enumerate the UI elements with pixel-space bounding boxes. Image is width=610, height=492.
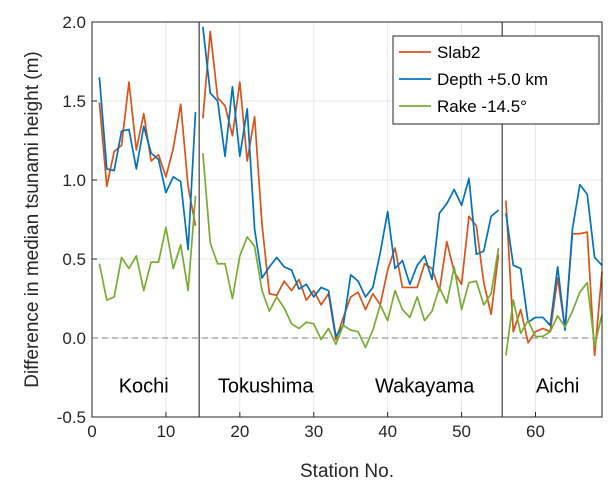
- y-tick-label: 0.5: [62, 250, 86, 269]
- region-label: Kochi: [119, 375, 169, 397]
- region-label: Aichi: [536, 375, 579, 397]
- series-1: [98, 26, 603, 338]
- legend-box: [392, 35, 600, 125]
- series-line: [505, 183, 603, 331]
- x-tick-label: 60: [526, 422, 545, 441]
- x-tick-label: 10: [156, 422, 175, 441]
- legend-label: Depth +5.0 km: [437, 70, 548, 89]
- legend-label: Slab2: [437, 43, 480, 62]
- plot-frame: [91, 21, 603, 418]
- series-line: [202, 153, 500, 349]
- series-2: [98, 153, 603, 356]
- series-line: [98, 77, 197, 251]
- series-line: [202, 30, 500, 341]
- y-tick-label: 2.0: [62, 13, 86, 32]
- x-axis-label: Station No.: [300, 461, 394, 482]
- region-labels: Kochi Tokushima Wakayama Aichi: [119, 375, 580, 397]
- legend: Slab2 Depth +5.0 km Rake -14.5°: [392, 35, 600, 125]
- legend-label: Rake -14.5°: [437, 97, 527, 116]
- y-tick-labels: -0.5 0.0 0.5 1.0 1.5 2.0: [57, 13, 86, 427]
- x-tick-label: 30: [304, 422, 323, 441]
- series-line: [505, 281, 603, 356]
- x-tick-label: 40: [378, 422, 397, 441]
- series-line: [505, 200, 603, 357]
- y-tick-label: 1.0: [62, 171, 86, 190]
- x-tick-labels: 0 10 20 30 40 50 60: [87, 422, 545, 441]
- y-tick-label: 0.0: [62, 329, 86, 348]
- series-lines: [98, 26, 603, 357]
- series-line: [202, 26, 500, 338]
- y-tick-label: 1.5: [62, 92, 86, 111]
- region-label: Wakayama: [375, 375, 475, 397]
- y-tick-label: -0.5: [57, 408, 86, 427]
- y-axis-label: Difference in median tsunami height (m): [22, 51, 43, 388]
- region-label: Tokushima: [218, 375, 314, 397]
- series-line: [98, 195, 197, 301]
- x-tick-label: 50: [452, 422, 471, 441]
- x-tick-label: 20: [230, 422, 249, 441]
- x-tick-label: 0: [87, 422, 96, 441]
